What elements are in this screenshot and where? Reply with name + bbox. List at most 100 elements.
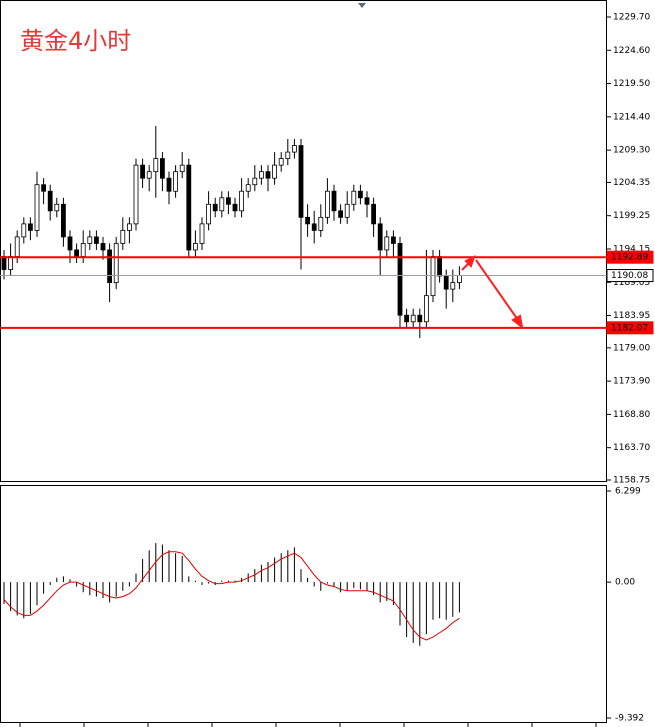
candle-body bbox=[384, 236, 390, 251]
candle-body bbox=[305, 216, 311, 225]
y-tick-label: 1168.80 bbox=[613, 410, 650, 420]
candle-body bbox=[100, 243, 106, 251]
y-tick-label: 1219.50 bbox=[613, 79, 650, 89]
candle-body bbox=[311, 223, 317, 231]
candle-body bbox=[87, 236, 93, 244]
y-tick-label: 1204.35 bbox=[613, 178, 650, 188]
y-tick-label: 1183.95 bbox=[613, 311, 650, 321]
candle-body bbox=[212, 203, 218, 212]
candle-body bbox=[364, 197, 370, 205]
y-tick-label: 1179.00 bbox=[613, 343, 650, 353]
y-tick-label: 1173.90 bbox=[613, 377, 650, 387]
y-tick-label: 1194.15 bbox=[613, 244, 650, 254]
y-tick-label: 1158.75 bbox=[613, 476, 650, 486]
level-box bbox=[606, 269, 654, 283]
candle-body bbox=[450, 282, 456, 290]
candle-body bbox=[8, 256, 14, 270]
candle-body bbox=[404, 314, 410, 323]
y-tick-label: 1189.05 bbox=[613, 278, 650, 288]
y-tick-label: 6.299 bbox=[615, 487, 641, 497]
candle-body bbox=[351, 190, 357, 205]
x-axis-ticks bbox=[19, 722, 597, 727]
candle-body bbox=[80, 243, 86, 257]
level-label: 1182.07 bbox=[611, 323, 648, 333]
chart-title: 黄金4小时 bbox=[20, 27, 131, 55]
candle-body bbox=[1, 256, 7, 270]
candle-body bbox=[245, 184, 251, 192]
y-tick-label: 1224.60 bbox=[613, 46, 650, 56]
candle-body bbox=[140, 164, 146, 179]
candle-body bbox=[186, 164, 192, 251]
candle-body bbox=[285, 151, 291, 160]
candle-body bbox=[291, 145, 297, 153]
candle-body bbox=[219, 197, 225, 212]
candle-body bbox=[357, 190, 363, 199]
main-panel bbox=[0, 0, 607, 482]
candle-body bbox=[127, 223, 132, 231]
candle-body bbox=[159, 158, 165, 179]
candle-body bbox=[437, 256, 443, 277]
candle-body bbox=[410, 314, 416, 323]
candle-body bbox=[324, 190, 330, 218]
candle-body bbox=[61, 203, 66, 238]
candle-body bbox=[146, 171, 152, 179]
candle-body bbox=[423, 295, 429, 323]
arrows bbox=[461, 255, 524, 330]
candle-body bbox=[199, 223, 205, 244]
y-tick-label: 1209.30 bbox=[613, 146, 650, 156]
candle-body bbox=[298, 145, 304, 218]
signal-line bbox=[3, 551, 460, 641]
candle-body bbox=[232, 203, 238, 212]
candle-body bbox=[34, 184, 40, 231]
candle-body bbox=[94, 236, 99, 244]
candle-body bbox=[74, 249, 79, 257]
level-box bbox=[606, 321, 654, 335]
y-tick-label: -9.392 bbox=[615, 714, 644, 724]
candle-body bbox=[107, 249, 112, 283]
candle-body bbox=[153, 158, 159, 173]
candle-body bbox=[173, 171, 179, 192]
candle-body bbox=[443, 275, 449, 290]
candle-body bbox=[278, 158, 284, 166]
shift-marker bbox=[358, 3, 366, 8]
candle-body bbox=[113, 243, 119, 283]
candle-body bbox=[265, 171, 271, 179]
candle-body bbox=[430, 256, 436, 297]
candle-body bbox=[390, 236, 396, 244]
candle-body bbox=[338, 210, 344, 218]
level-label: 1190.08 bbox=[611, 271, 648, 281]
candle-body bbox=[417, 314, 423, 323]
candle-body bbox=[225, 197, 231, 205]
candle-body bbox=[179, 164, 185, 173]
macd-panel bbox=[0, 485, 607, 723]
candle-body bbox=[21, 223, 27, 238]
candle-body bbox=[272, 164, 278, 179]
candle-body bbox=[397, 243, 403, 316]
y-tick-label: 1214.40 bbox=[613, 112, 650, 122]
candle-body bbox=[133, 164, 139, 225]
candle-body bbox=[377, 223, 383, 251]
candle-body bbox=[14, 236, 20, 257]
candle-body bbox=[41, 184, 46, 192]
candle-body bbox=[27, 223, 33, 231]
candle-body bbox=[456, 275, 462, 283]
y-tick-label: 1229.70 bbox=[613, 13, 650, 23]
candle-body bbox=[318, 216, 324, 231]
candle-body bbox=[166, 177, 172, 192]
candle-body bbox=[331, 190, 337, 212]
candle-body bbox=[258, 171, 264, 179]
y-tick-label: 0.00 bbox=[615, 578, 635, 588]
y-tick-label: 1199.25 bbox=[613, 211, 650, 221]
candle-body bbox=[344, 203, 350, 218]
level-box bbox=[606, 250, 654, 264]
y-tick-label: 1163.70 bbox=[613, 443, 650, 453]
candle-body bbox=[67, 236, 73, 251]
candle-body bbox=[239, 190, 245, 212]
candle-body bbox=[192, 243, 198, 251]
candle-body bbox=[206, 203, 212, 225]
plot-layer: 1229.70 1224.60 1219.50 1214.40 1209.30 1204.… bbox=[0, 13, 654, 724]
candle-body bbox=[371, 203, 377, 225]
candle-body bbox=[54, 203, 60, 212]
candle-body bbox=[47, 190, 53, 212]
